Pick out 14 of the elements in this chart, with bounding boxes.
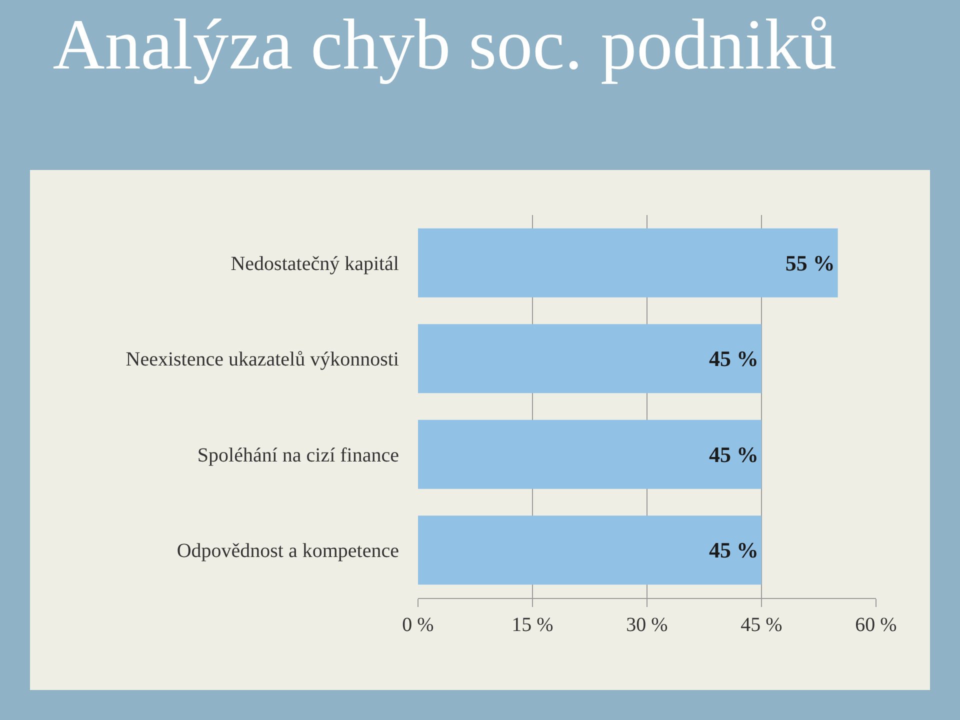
x-tick-label: 15 % bbox=[512, 614, 554, 636]
y-tick-label: Odpovědnost a kompetence bbox=[176, 540, 400, 562]
data-label: 55 % bbox=[785, 250, 835, 276]
chart-title: Analýza chyb soc. podniků bbox=[52, 4, 837, 84]
x-tick-label: 0 % bbox=[402, 614, 434, 636]
y-tick-label: Neexistence ukazatelů výkonnosti bbox=[126, 348, 400, 371]
x-tick-label: 30 % bbox=[626, 614, 668, 636]
x-tick-label: 60 % bbox=[855, 614, 897, 636]
data-label: 45 % bbox=[709, 538, 758, 563]
data-label: 45 % bbox=[709, 442, 758, 467]
x-tick-label: 45 % bbox=[740, 614, 782, 636]
y-tick-label: Nedostatečný kapitál bbox=[230, 252, 400, 275]
y-tick-label: Spoléhání na cizí finance bbox=[197, 444, 400, 466]
data-label: 45 % bbox=[709, 346, 758, 372]
